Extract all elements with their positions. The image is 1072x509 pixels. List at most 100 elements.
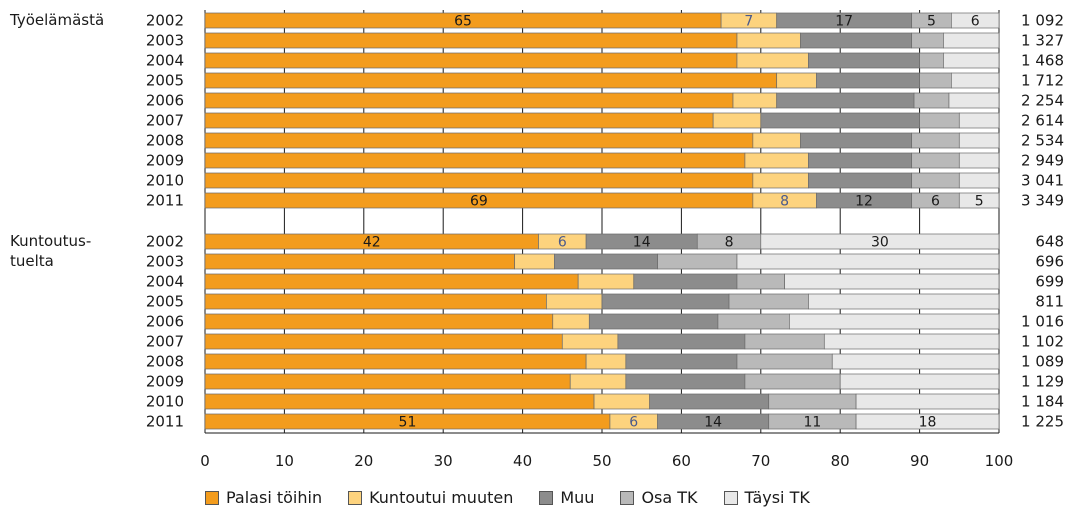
bar-segment <box>831 353 1000 370</box>
x-tick-label: 70 <box>751 452 770 470</box>
bar-segment <box>776 72 817 89</box>
bar-segment <box>919 52 944 69</box>
group-label-line: tuelta <box>10 252 54 270</box>
bar-segment <box>204 172 754 189</box>
bar-segment <box>760 112 920 129</box>
bar-segment <box>808 52 920 69</box>
total-label: 1 016 <box>1021 313 1064 331</box>
bar-segment <box>800 132 913 149</box>
data-label: 7 <box>744 14 753 30</box>
data-label: 14 <box>633 235 651 251</box>
legend-swatch-palasi-toihin <box>205 490 219 505</box>
bar-segment <box>913 92 950 109</box>
bar-segment <box>561 333 619 350</box>
legend-swatch-taysi-tk <box>723 490 738 505</box>
bar-segment <box>958 132 1000 149</box>
bar-segment <box>732 92 778 109</box>
data-label: 6 <box>629 415 638 431</box>
year-label: 2004 <box>146 273 184 291</box>
bar-segment <box>808 172 913 189</box>
bar-segment <box>736 52 809 69</box>
bar-segment <box>919 112 960 129</box>
bar-segment <box>657 253 738 270</box>
bar-segment <box>728 293 809 310</box>
bar-segment <box>204 32 738 49</box>
total-label: 3 041 <box>1021 172 1064 190</box>
total-label: 2 534 <box>1021 132 1064 150</box>
legend-label-muu: Muu <box>560 488 595 507</box>
bar-segment <box>554 253 658 270</box>
bar-segment <box>752 172 809 189</box>
total-label: 696 <box>1035 253 1064 271</box>
total-label: 1 225 <box>1021 413 1064 431</box>
data-label: 6 <box>971 14 980 30</box>
x-tick-label: 10 <box>275 452 294 470</box>
bar-segment <box>585 353 627 370</box>
year-label: 2009 <box>146 152 184 170</box>
legend-swatch-muu <box>539 490 554 505</box>
total-label: 1 089 <box>1021 353 1064 371</box>
group-label: Työelämästä <box>9 11 104 29</box>
x-tick-label: 20 <box>354 452 373 470</box>
year-label: 2011 <box>146 413 184 431</box>
data-label: 17 <box>835 14 853 30</box>
bar-segment <box>204 313 554 330</box>
bar-segment <box>204 353 587 370</box>
bar-segment <box>808 152 913 169</box>
x-tick-label: 30 <box>434 452 453 470</box>
bar-segment <box>736 32 801 49</box>
total-label: 1 102 <box>1021 333 1064 351</box>
bar-segment <box>625 353 738 370</box>
legend: Palasi töihin Kuntoutui muuten Muu Osa T… <box>205 488 836 507</box>
bar-segment <box>204 72 778 89</box>
group-label: Kuntoutus-tuelta <box>10 232 91 270</box>
data-label: 42 <box>363 235 381 251</box>
legend-item-muu: Muu <box>539 488 594 507</box>
bar-segment <box>744 333 825 350</box>
bar-segment <box>943 52 1000 69</box>
bar-segment <box>911 32 944 49</box>
bar-segment <box>823 333 1000 350</box>
group-label-line: Työelämästä <box>9 11 104 29</box>
bar-segment <box>204 293 547 310</box>
bar-segment <box>204 112 714 129</box>
legend-item-taysi-tk: Täysi TK <box>723 488 810 507</box>
x-tick-label: 90 <box>910 452 929 470</box>
bar-segment <box>752 132 801 149</box>
year-label: 2002 <box>146 12 184 30</box>
bar-segment <box>816 72 920 89</box>
year-label: 2009 <box>146 373 184 391</box>
year-label: 2006 <box>146 92 184 110</box>
bar-segment <box>736 353 833 370</box>
year-label: 2003 <box>146 253 184 271</box>
year-label: 2010 <box>146 172 184 190</box>
bar-segment <box>712 112 762 129</box>
year-label: 2004 <box>146 52 184 70</box>
bar-segment <box>546 293 603 310</box>
bar-segment <box>569 373 627 390</box>
bar-segment <box>768 393 857 410</box>
total-label: 1 129 <box>1021 373 1064 391</box>
year-label: 2008 <box>146 132 184 150</box>
legend-label-taysi-tk: Täysi TK <box>744 488 810 507</box>
bar-segment <box>958 192 1000 209</box>
legend-item-palasi-toihin: Palasi töihin <box>205 488 322 507</box>
bar-segment <box>776 92 915 109</box>
year-label: 2005 <box>146 293 184 311</box>
year-label: 2002 <box>146 233 184 251</box>
year-label: 2003 <box>146 32 184 50</box>
total-label: 1 712 <box>1021 72 1064 90</box>
bar-segment <box>204 92 734 109</box>
total-label: 699 <box>1035 273 1064 291</box>
bar-segment <box>911 152 960 169</box>
bar-segment <box>911 172 960 189</box>
bar-segment <box>736 273 785 290</box>
bar-segment <box>204 52 738 69</box>
bar-segment <box>911 132 960 149</box>
bar-segment <box>204 132 754 149</box>
x-tick-label: 60 <box>672 452 691 470</box>
data-label: 65 <box>454 14 472 30</box>
bar-segment <box>514 253 555 270</box>
bar-segment <box>649 393 770 410</box>
